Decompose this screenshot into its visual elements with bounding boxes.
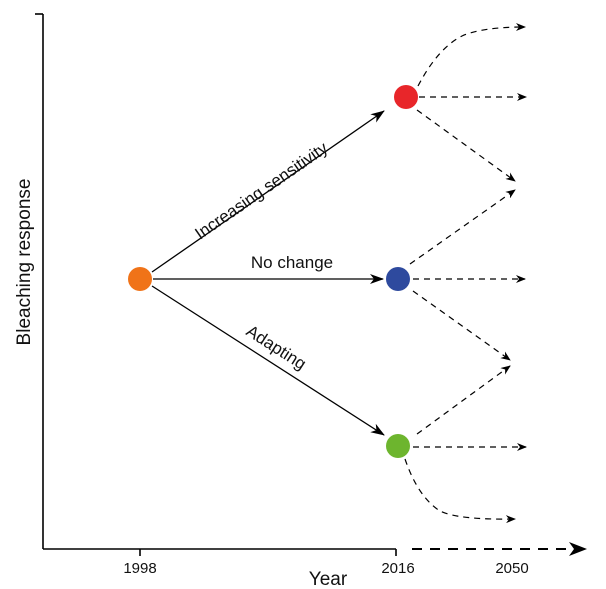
label-increasing-sensitivity: Increasing sensitivity: [191, 138, 331, 243]
dashed-blue-up: [409, 189, 516, 265]
tick-label-2016: 2016: [381, 560, 414, 577]
node-1998-start: [128, 267, 152, 291]
dashed-green-down: [404, 458, 516, 524]
arrow-adapting: [151, 285, 385, 436]
dashed-blue-down: [412, 290, 511, 361]
dashed-green-up: [416, 365, 511, 435]
node-2016-increasing: [394, 85, 418, 109]
x-axis-title: Year: [309, 569, 348, 589]
label-no-change: No change: [251, 253, 333, 272]
arrow-increasing-sensitivity: [151, 110, 385, 273]
node-2016-adapting: [386, 434, 410, 458]
dashed-red-up: [417, 23, 526, 87]
dashed-red-down: [416, 109, 516, 182]
tick-label-1998: 1998: [123, 560, 156, 577]
tick-label-2050: 2050: [495, 560, 528, 577]
y-axis-title: Bleaching response: [14, 179, 35, 346]
node-2016-no-change: [386, 267, 410, 291]
